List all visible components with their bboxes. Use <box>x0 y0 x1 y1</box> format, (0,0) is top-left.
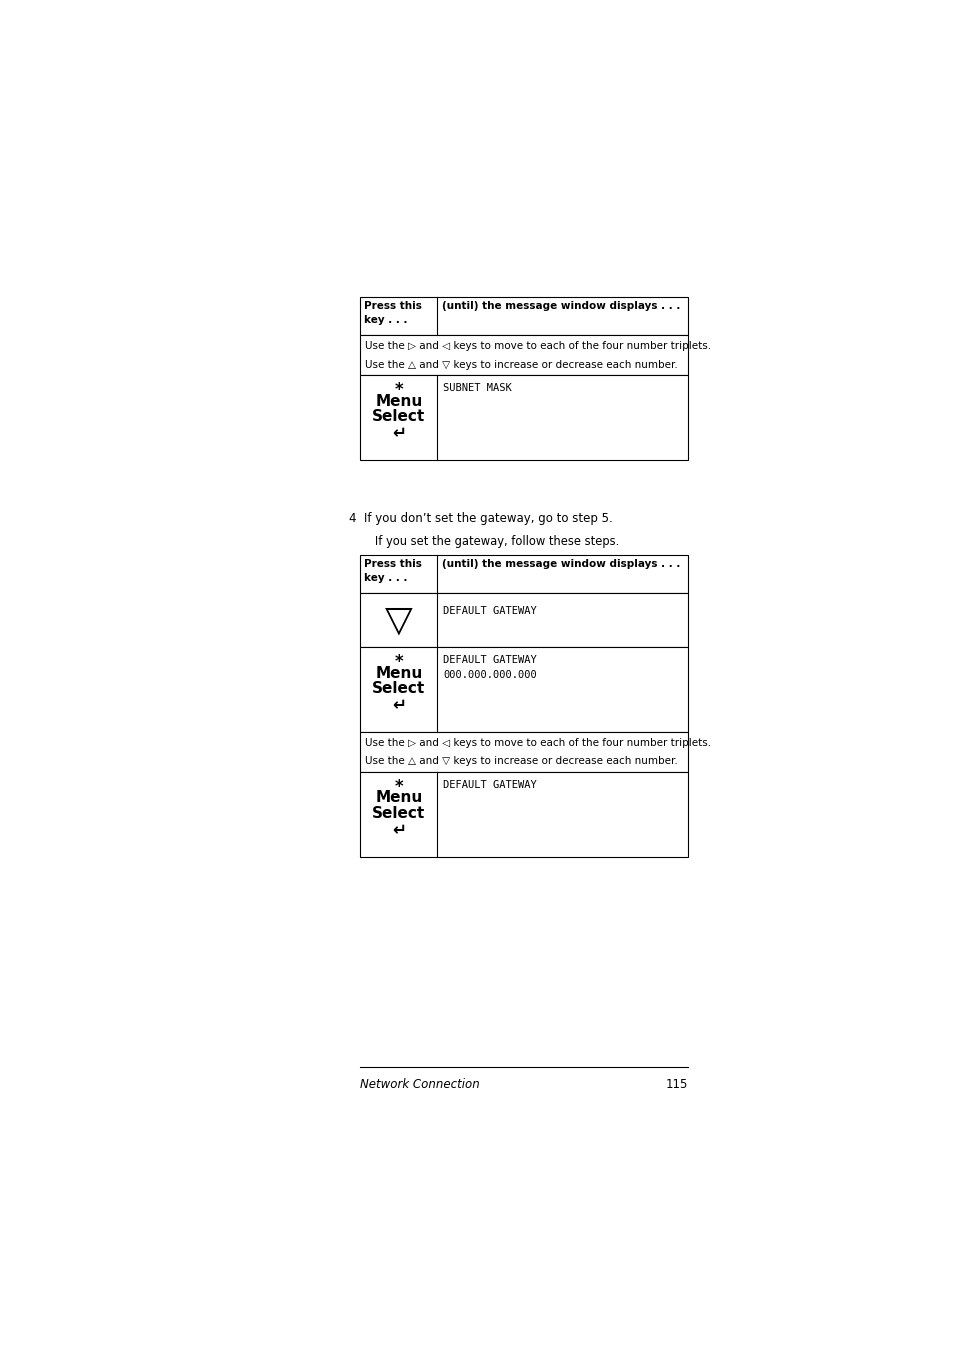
Text: Menu: Menu <box>375 790 422 806</box>
Text: Press this
key . . .: Press this key . . . <box>364 559 421 583</box>
Text: *: * <box>395 653 403 671</box>
Bar <box>360 732 687 772</box>
Bar <box>360 375 687 460</box>
Text: (until) the message window displays . . .: (until) the message window displays . . … <box>441 301 679 312</box>
Text: Menu: Menu <box>375 666 422 680</box>
Text: Use the ▷ and ◁ keys to move to each of the four number triplets.: Use the ▷ and ◁ keys to move to each of … <box>365 738 710 748</box>
Text: 115: 115 <box>664 1079 687 1091</box>
Text: Menu: Menu <box>375 394 422 409</box>
Bar <box>360 772 687 856</box>
Text: ▽: ▽ <box>385 603 413 637</box>
Text: Use the △ and ▽ keys to increase or decrease each number.: Use the △ and ▽ keys to increase or decr… <box>365 756 677 767</box>
Text: Select: Select <box>372 680 425 697</box>
Bar <box>360 335 687 375</box>
Text: 000.000.000.000: 000.000.000.000 <box>443 670 537 680</box>
Bar <box>360 593 687 647</box>
Text: Use the ▷ and ◁ keys to move to each of the four number triplets.: Use the ▷ and ◁ keys to move to each of … <box>365 342 710 351</box>
Text: *: * <box>395 382 403 400</box>
Text: Select: Select <box>372 409 425 424</box>
Text: Network Connection: Network Connection <box>360 1079 479 1091</box>
Text: 4  If you don’t set the gateway, go to step 5.: 4 If you don’t set the gateway, go to st… <box>349 513 612 525</box>
Text: If you set the gateway, follow these steps.: If you set the gateway, follow these ste… <box>364 536 618 548</box>
Bar <box>360 555 687 593</box>
Text: SUBNET MASK: SUBNET MASK <box>443 383 512 393</box>
Text: ↵: ↵ <box>392 821 405 840</box>
Bar <box>360 297 687 335</box>
Text: ↵: ↵ <box>392 697 405 714</box>
Text: *: * <box>395 778 403 796</box>
Text: Use the △ and ▽ keys to increase or decrease each number.: Use the △ and ▽ keys to increase or decr… <box>365 360 677 370</box>
Text: DEFAULT GATEWAY: DEFAULT GATEWAY <box>443 606 537 616</box>
Text: (until) the message window displays . . .: (until) the message window displays . . … <box>441 559 679 570</box>
Text: Select: Select <box>372 806 425 821</box>
Text: ↵: ↵ <box>392 424 405 443</box>
Text: DEFAULT GATEWAY: DEFAULT GATEWAY <box>443 779 537 790</box>
Bar <box>360 647 687 732</box>
Text: DEFAULT GATEWAY: DEFAULT GATEWAY <box>443 655 537 664</box>
Text: Press this
key . . .: Press this key . . . <box>364 301 421 325</box>
